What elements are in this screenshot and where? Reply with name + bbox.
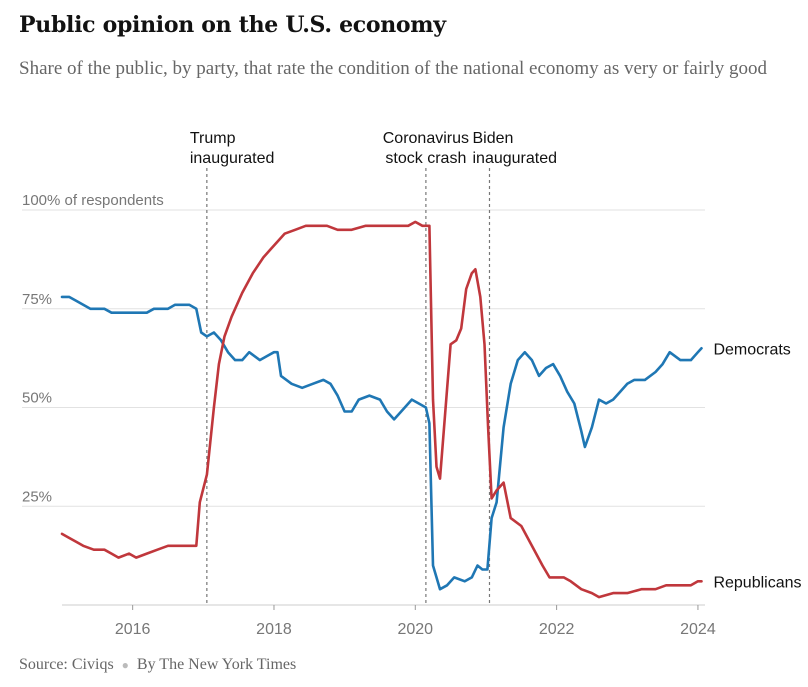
x-tick-label: 2024 <box>680 621 716 638</box>
series-line-republicans <box>60 220 703 599</box>
y-tick-label: 50% <box>22 390 52 407</box>
chart-title: Public opinion on the U.S. economy <box>19 12 446 38</box>
event-marker-label: stock crash <box>385 150 466 167</box>
x-tick-label: 2016 <box>115 621 151 638</box>
event-marker-label: inaugurated <box>190 150 275 167</box>
series-lines: Democrats Republicans <box>60 220 802 599</box>
series-label-democrats: Democrats <box>713 341 790 358</box>
event-marker-label: inaugurated <box>472 150 557 167</box>
y-tick-label: 75% <box>22 291 52 308</box>
source-label: Source: Civiqs <box>19 656 114 673</box>
y-tick-label: 25% <box>22 488 52 505</box>
axes: 100% of respondents 75% 50% 25% 2016 2018 2020… <box>22 192 716 638</box>
x-tick-label: 2018 <box>256 621 292 638</box>
source-line: Source: Civiqs ● By The New York Times <box>19 656 296 674</box>
series-label-republicans: Republicans <box>713 574 801 591</box>
series-line-democrats <box>60 295 703 591</box>
byline: By The New York Times <box>136 656 297 673</box>
y-tick-label: 100% of respondents <box>22 192 164 209</box>
x-tick-label: 2022 <box>539 621 575 638</box>
x-tick-label: 2020 <box>397 621 433 638</box>
gridlines <box>22 209 705 507</box>
separator-dot-icon: ● <box>121 658 129 672</box>
event-marker-label: Biden <box>472 130 513 147</box>
chart-subtitle: Share of the public, by party, that rate… <box>19 58 767 79</box>
event-marker-label: Coronavirus <box>383 130 469 147</box>
event-marker-label: Trump <box>190 130 236 147</box>
